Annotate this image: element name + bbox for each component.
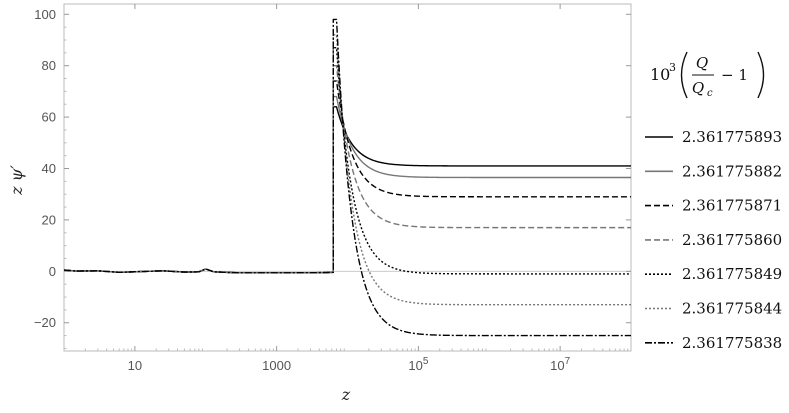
x-tick-label: 105 (408, 356, 428, 373)
legend-title-minus-one: − 1 (721, 66, 748, 84)
y-tick-label: 0 (49, 264, 56, 279)
legend-item: 2.361775860 (645, 231, 782, 249)
series-line-7 (63, 18, 631, 337)
y-tick-label: 20 (42, 212, 56, 227)
legend-title-numerator: Q (696, 54, 708, 72)
legend-title-paren-right (757, 51, 765, 99)
legend-item: 2.361775871 (645, 197, 782, 215)
legend-label: 2.361775844 (682, 300, 782, 318)
y-axis-title: z ψ′ (7, 165, 26, 196)
y-tick-label: 100 (34, 7, 56, 22)
y-tick-label: 60 (42, 110, 56, 125)
series-line-6 (63, 34, 631, 306)
y-tick-label: −20 (34, 315, 56, 330)
series-line-2 (63, 95, 631, 274)
legend-item: 2.361775882 (645, 162, 782, 180)
legend-label: 2.361775882 (682, 162, 782, 180)
legend-title-exp: 3 (669, 61, 676, 74)
legend-item: 2.361775893 (645, 128, 782, 146)
y-tick-label: 40 (42, 161, 56, 176)
legend-title-denominator-sub: c (707, 88, 713, 99)
series-line-4 (63, 64, 631, 274)
series-line-1 (63, 106, 631, 274)
legend-item: 2.361775838 (645, 334, 782, 352)
legend-label: 2.361775871 (682, 197, 782, 215)
legend-item: 2.361775849 (645, 265, 782, 283)
y-tick-label: 80 (42, 58, 56, 73)
legend-item: 2.361775844 (645, 300, 782, 318)
series-line-3 (63, 80, 631, 274)
x-tick-label: 107 (550, 356, 570, 373)
legend-title-denominator: Q (692, 79, 704, 97)
legend-title: 103 QQ c − 1 (650, 51, 765, 99)
legend: 2.361775893 2.361775882 2.361775871 2.36177… (645, 128, 782, 352)
legend-title-base: 10 (650, 65, 670, 84)
x-axis-title: z (341, 385, 351, 404)
legend-label: 2.361775860 (682, 231, 782, 249)
x-tick-label: 1000 (262, 358, 291, 373)
legend-title-paren-left (680, 51, 688, 99)
legend-label: 2.361775838 (682, 334, 782, 352)
legend-label: 2.361775893 (682, 128, 782, 146)
series-line-5 (63, 47, 631, 275)
legend-label: 2.361775849 (682, 265, 782, 283)
x-tick-label: 10 (128, 358, 142, 373)
